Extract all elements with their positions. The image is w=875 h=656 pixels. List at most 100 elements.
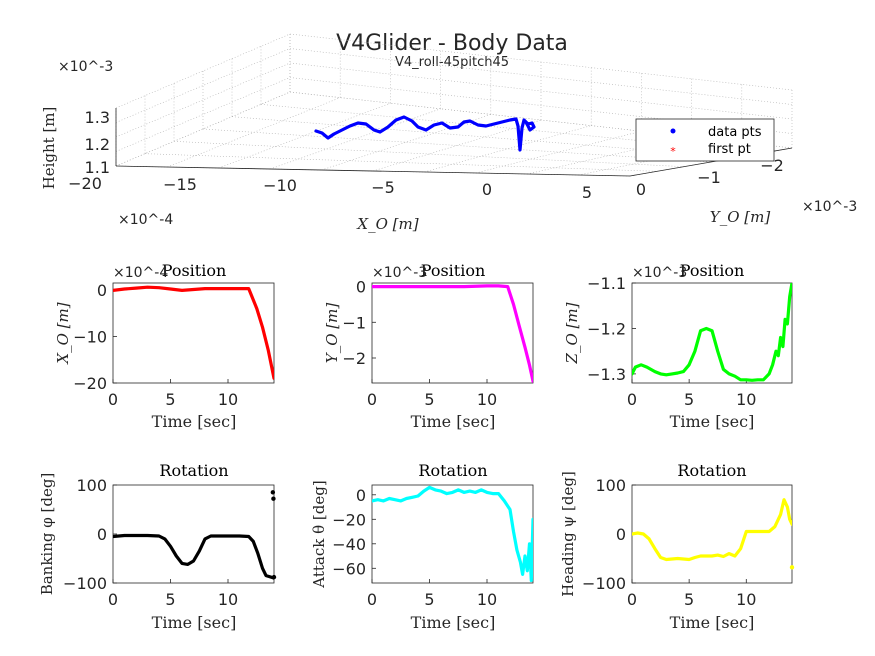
legend-box xyxy=(635,118,775,162)
y-position-title: Position xyxy=(421,261,486,280)
y-position-exponent: ×10^-3 xyxy=(372,265,427,281)
xpos-xtick-label: 0 xyxy=(108,390,118,409)
attack-xtick-label: 0 xyxy=(367,590,377,609)
3d-x-axis-line xyxy=(115,165,631,177)
attack-xtick-label: 10 xyxy=(477,590,497,609)
heading-outlier-point xyxy=(789,565,795,570)
3d-tick-labels: −20 −15 −10 −5 0 5 0−1−21.11.21.3 xyxy=(68,108,784,202)
3d-ztick-label: 1.3 xyxy=(85,108,110,127)
banking-plot: Rotation Banking φ [deg] Time [sec] 0 5 10… xyxy=(38,461,277,632)
3d-floor-gridline xyxy=(372,119,542,172)
zpos-xtick-label: 5 xyxy=(684,390,694,409)
attack-ytick-label: 0 xyxy=(356,486,366,505)
legend-marker-data-pts xyxy=(670,128,676,134)
y-position-plot: Position ×10^-3 Y_O [m] Time [sec] 0 5 10 0… xyxy=(323,261,534,431)
z-position-xlabel: Time [sec] xyxy=(670,412,755,431)
legend-marker-first-pt: * xyxy=(670,145,676,158)
3d-xtick-label: 0 xyxy=(482,180,492,199)
3d-floor-gridline xyxy=(202,128,712,163)
ypos-ytick-label: −1 xyxy=(342,313,366,332)
ypos-xtick-label: 0 xyxy=(367,390,377,409)
3d-ztick-label: 1.2 xyxy=(85,135,110,154)
3d-xtick-label: −10 xyxy=(263,176,297,195)
xpos-ytick-label: −10 xyxy=(73,327,107,346)
3d-y-label: Y_O [m] xyxy=(710,208,771,226)
banking-xtick-label: 10 xyxy=(218,590,238,609)
x-position-exponent: ×10^-4 xyxy=(113,265,168,281)
z-position-exponent: ×10^-3 xyxy=(632,265,687,281)
ypos-series-line xyxy=(372,284,533,383)
x-position-ylabel: X_O [m] xyxy=(54,302,72,364)
3d-data-trace xyxy=(314,115,536,152)
z-position-ylabel: Z_O [m] xyxy=(563,302,581,364)
attack-xlabel: Time [sec] xyxy=(411,613,496,632)
attack-ytick-label: −60 xyxy=(332,559,366,578)
x-position-plot: Position ×10^-4 X_O [m] Time [sec] 0 5 10 0… xyxy=(54,261,275,431)
3d-xtick-label: −5 xyxy=(371,178,395,197)
heading-xtick-label: 5 xyxy=(684,590,694,609)
attack-xtick-label: 5 xyxy=(424,590,434,609)
ypos-ytick-label: −2 xyxy=(342,349,366,368)
heading-series-line xyxy=(632,498,792,562)
banking-ylabel: Banking φ [deg] xyxy=(38,473,56,596)
banking-outlier-point xyxy=(270,490,276,495)
legend-label-data-pts: data pts xyxy=(708,125,762,140)
3d-floor-gridline xyxy=(173,141,685,167)
3d-z-exponent: ×10^-3 xyxy=(58,59,113,75)
xpos-series-line xyxy=(113,285,274,380)
ypos-xtick-label: 5 xyxy=(424,390,434,409)
3d-grid xyxy=(115,33,793,177)
3d-trajectory-plot: −20 −15 −10 −5 0 5 0−1−21.11.21.3 ×10^-3 ×10^-… xyxy=(40,33,857,233)
ypos-axes-box xyxy=(371,282,534,384)
z-position-title: Position xyxy=(680,261,745,280)
attack-ylabel: Attack θ [deg] xyxy=(310,480,328,588)
3d-y-exponent: ×10^-3 xyxy=(802,199,857,215)
attack-series-line xyxy=(372,485,533,583)
attack-ytick-label: −20 xyxy=(332,510,366,529)
heading-ytick-label: 100 xyxy=(595,476,626,495)
zpos-xtick-label: 0 xyxy=(627,390,637,409)
heading-xtick-label: 0 xyxy=(627,590,637,609)
x-position-title: Position xyxy=(162,261,227,280)
banking-outlier-point xyxy=(271,496,276,501)
heading-xtick-label: 10 xyxy=(736,590,756,609)
banking-title: Rotation xyxy=(159,461,228,480)
3d-x-exponent: ×10^-4 xyxy=(118,212,173,228)
heading-ylabel: Heading ψ [deg] xyxy=(559,471,577,597)
heading-ytick-label: 0 xyxy=(616,525,626,544)
3d-xtick-label: −15 xyxy=(163,175,197,194)
y-position-xlabel: Time [sec] xyxy=(411,412,496,431)
attack-title: Rotation xyxy=(418,461,487,480)
3d-floor-gridline xyxy=(144,153,658,172)
banking-ytick-label: 100 xyxy=(76,476,107,495)
3d-legend: data pts * first pt xyxy=(635,118,775,162)
heading-ytick-label: −100 xyxy=(582,574,626,593)
figure-title: V4Glider - Body Data xyxy=(336,31,568,56)
banking-outlier-point xyxy=(271,574,277,580)
heading-axes-box xyxy=(631,484,793,584)
zpos-ytick-label: −1.2 xyxy=(587,319,626,338)
xpos-xtick-label: 10 xyxy=(218,390,238,409)
banking-ytick-label: 0 xyxy=(97,525,107,544)
3d-wall-gridline xyxy=(289,48,793,105)
x-position-xlabel: Time [sec] xyxy=(152,412,237,431)
3d-z-label: Height [m] xyxy=(40,107,58,190)
banking-xtick-label: 5 xyxy=(165,590,175,609)
3d-floor-gridline xyxy=(167,97,341,168)
attack-ytick-label: −40 xyxy=(332,535,366,554)
banking-xlabel: Time [sec] xyxy=(152,613,237,632)
3d-x-label: X_O [m] xyxy=(356,215,418,233)
3d-trajectory-line xyxy=(314,115,536,152)
banking-series-line xyxy=(113,533,274,580)
zpos-series-line xyxy=(632,283,792,382)
xpos-xtick-label: 5 xyxy=(165,390,175,409)
3d-floor-gridline xyxy=(260,104,766,153)
attack-plot: Rotation Attack θ [deg] Time [sec] 0 5 10 0… xyxy=(310,461,534,632)
xpos-ytick-label: 0 xyxy=(97,281,107,300)
3d-ytick-label: 0 xyxy=(636,180,646,199)
xpos-ytick-label: −20 xyxy=(73,374,107,393)
banking-ytick-label: −100 xyxy=(63,574,107,593)
banking-xtick-label: 0 xyxy=(108,590,118,609)
ypos-ytick-label: 0 xyxy=(356,278,366,297)
